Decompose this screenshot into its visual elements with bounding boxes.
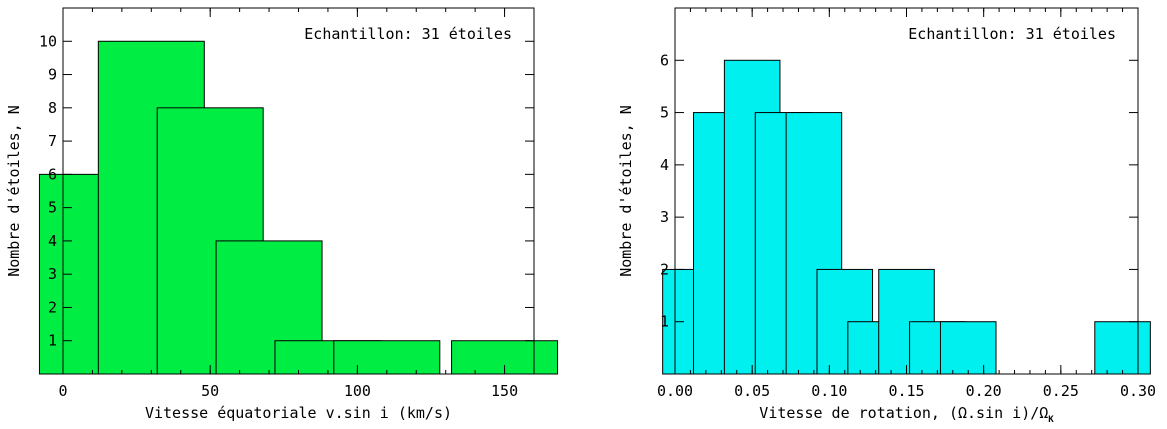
x-tick-label: 150 — [491, 382, 518, 400]
y-tick-label: 3 — [660, 208, 669, 226]
y-tick-label: 8 — [48, 99, 57, 117]
x-tick-label: 0.15 — [888, 382, 924, 400]
x-tick-label: 0.05 — [734, 382, 770, 400]
y-tick-label: 4 — [48, 232, 57, 250]
y-tick-label: 1 — [660, 313, 669, 331]
bar — [1094, 321, 1151, 375]
y-tick-label: 2 — [48, 298, 57, 316]
y-tick-label: 10 — [39, 32, 57, 50]
x-tick-label: 100 — [344, 382, 371, 400]
y-tick-label: 5 — [48, 199, 57, 217]
bar — [939, 321, 997, 375]
bars-group — [38, 40, 559, 375]
x-axis-label-subscript: K — [1048, 415, 1054, 425]
histogram-rotation: 0.00 0.05 0.10 0.15 0.20 0.25 0.30 1 2 3 4 5 6 Echan… — [617, 7, 1156, 425]
y-tick-label: 5 — [660, 104, 669, 122]
x-tick-label: 0 — [58, 382, 67, 400]
sample-annotation: Echantillon: 31 étoiles — [908, 25, 1116, 43]
x-tick-label: 0.30 — [1120, 382, 1156, 400]
x-tick-label: 0.25 — [1043, 382, 1079, 400]
bar — [333, 340, 441, 375]
y-tick-label: 9 — [48, 66, 57, 84]
y-tick-label: 2 — [660, 260, 669, 278]
y-tick-label: 6 — [48, 165, 57, 183]
sample-annotation: Echantillon: 31 étoiles — [304, 25, 512, 43]
x-tick-label: 0.00 — [657, 382, 693, 400]
y-tick-label: 4 — [660, 156, 669, 174]
bars-group — [662, 59, 1151, 375]
x-tick-label: 0.20 — [966, 382, 1002, 400]
y-axis-label: Nombre d'étoiles, N — [5, 105, 23, 277]
x-axis-label-main: Vitesse de rotation, (Ω.sin i)/Ω — [759, 404, 1048, 422]
x-tick-label: 0.10 — [811, 382, 847, 400]
ticks-group: 0.00 0.05 0.10 0.15 0.20 0.25 0.30 1 2 3 4 5 6 — [657, 8, 1156, 400]
x-axis-label: Vitesse équatoriale v.sin i (km/s) — [145, 404, 452, 422]
y-tick-label: 7 — [48, 132, 57, 150]
y-axis-label: Nombre d'étoiles, N — [617, 105, 635, 277]
ticks-group: 0 50 100 150 1 2 3 4 5 6 7 8 9 10 — [39, 8, 535, 400]
y-tick-label: 3 — [48, 265, 57, 283]
x-tick-label: 50 — [201, 382, 219, 400]
histogram-vsini: 0 50 100 150 1 2 3 4 5 6 7 8 9 10 Echantillon: 31 éto… — [5, 7, 559, 422]
y-tick-label: 6 — [660, 51, 669, 69]
x-axis-label: Vitesse de rotation, (Ω.sin i)/ΩK — [759, 404, 1054, 425]
y-tick-label: 1 — [48, 332, 57, 350]
